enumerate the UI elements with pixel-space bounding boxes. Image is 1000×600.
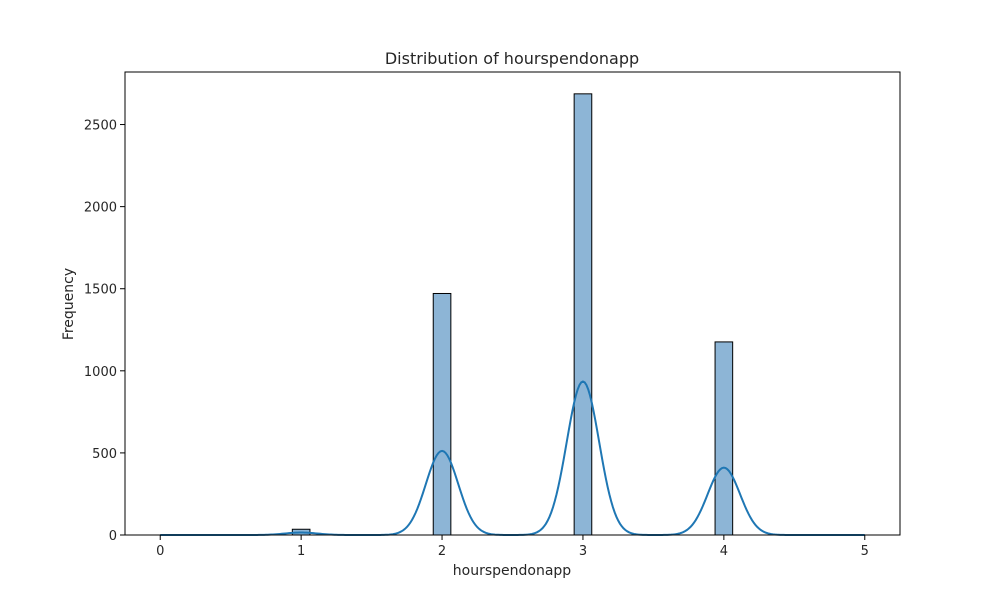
- y-tick-label: 500: [92, 447, 117, 462]
- y-axis-label: Frequency: [61, 268, 77, 340]
- x-tick-label: 1: [297, 544, 305, 559]
- y-tick-label: 1500: [84, 283, 117, 298]
- histogram-bar-2: [432, 292, 452, 536]
- y-tick-label: 2500: [84, 119, 117, 134]
- x-tick-label: 3: [579, 544, 587, 559]
- x-tick-label: 2: [438, 544, 446, 559]
- plot-frame: [124, 71, 901, 536]
- histogram-bar-4: [714, 341, 734, 536]
- y-tick-label: 1000: [84, 365, 117, 380]
- bars-layer: [291, 93, 734, 536]
- x-axis: 0 1 2 3 4 5: [156, 535, 869, 559]
- x-tick-label: 5: [861, 544, 869, 559]
- x-axis-label: hourspendonapp: [453, 563, 572, 579]
- y-axis: 0 500 1000 1500 2000 2500: [84, 119, 125, 544]
- y-tick-label: 2000: [84, 201, 117, 216]
- kde-layer: [160, 380, 865, 536]
- x-tick-label: 4: [720, 544, 728, 559]
- y-tick-label: 0: [109, 529, 117, 544]
- x-tick-label: 0: [156, 544, 164, 559]
- kde-line: [160, 380, 865, 536]
- chart-title: Distribution of hourspendonapp: [385, 49, 639, 68]
- histogram-bar-3: [573, 93, 593, 536]
